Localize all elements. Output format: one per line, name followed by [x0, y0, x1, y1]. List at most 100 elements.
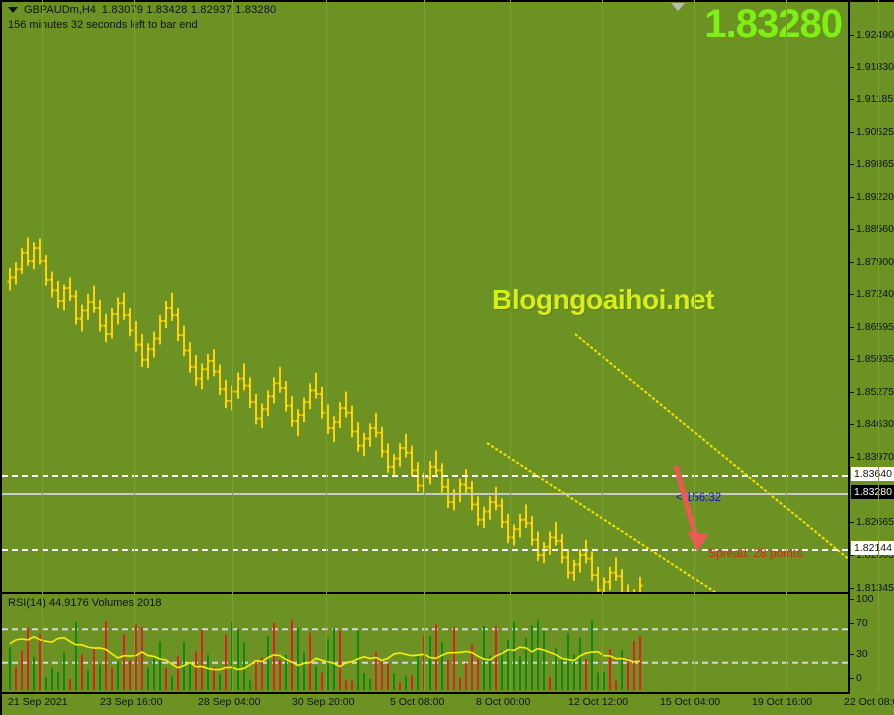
price-level-badge: 1.83280 — [851, 485, 894, 499]
ohlc-bar — [385, 443, 391, 473]
ohlc-bar — [547, 531, 553, 556]
price-tick: 1.83970 — [850, 451, 894, 463]
ohlc-bar — [331, 416, 337, 443]
price-tick-label: 1.89865 — [856, 158, 894, 170]
ohlc-bar — [13, 262, 19, 285]
ohlc-bar — [427, 460, 433, 485]
rsi-volume-subwindow[interactable] — [2, 594, 848, 692]
ohlc-bar — [565, 549, 571, 579]
time-gridline — [510, 0, 511, 692]
ohlc-bar — [439, 463, 445, 493]
ohlc-bar — [409, 445, 415, 477]
window-top-border — [0, 0, 894, 2]
site-watermark: Blogngoaihoi.net — [492, 284, 715, 315]
ohlc-bar — [259, 403, 265, 429]
symbol-label: GBPAUDm,H4 — [24, 4, 96, 16]
price-scale[interactable]: 1.92490 1.91830 1.91185 1.90525 1.89865 1.892… — [850, 0, 894, 594]
ohlc-bar — [169, 292, 175, 321]
price-tick-label: 1.82665 — [856, 516, 894, 528]
time-tick-label: 30 Sep 20:00 — [292, 696, 355, 708]
sell-arrow-icon — [673, 465, 708, 552]
time-gridline — [694, 0, 695, 692]
price-tick: 1.90525 — [850, 126, 894, 138]
ohlc-bar — [301, 397, 307, 423]
spread-annotation: Spread: 28 points. — [708, 546, 806, 560]
price-tick-label: 1.91185 — [856, 93, 894, 105]
time-tick-label: 28 Sep 04:00 — [198, 696, 261, 708]
ohlc-bar — [187, 342, 193, 373]
price-tick-label: 1.85275 — [856, 386, 894, 398]
ohlc-bar — [295, 409, 301, 437]
ohlc-bar — [139, 333, 145, 367]
ohlc-bar — [535, 531, 541, 561]
price-bars-svg — [7, 237, 848, 592]
ohlc-bar — [583, 539, 589, 564]
chart-top-marker-icon — [671, 3, 685, 11]
ohlc-bar — [511, 524, 517, 546]
time-tick-label: 22 Oct 08:00 — [844, 696, 894, 708]
ohlc-bar — [91, 285, 97, 313]
ohlc-bar — [613, 557, 619, 581]
price-tick-label: 1.90525 — [856, 126, 894, 138]
price-tick-label: 1.83970 — [856, 451, 894, 463]
ohlc-bar — [379, 426, 385, 458]
price-tick-label: 1.91830 — [856, 61, 894, 73]
ohlc-bar — [625, 584, 629, 592]
chevron-down-icon[interactable] — [8, 7, 18, 13]
rsi-scale-divider — [848, 594, 850, 694]
ohlc-bar — [79, 304, 85, 332]
price-tick-label: 1.84630 — [856, 418, 894, 430]
time-tick-label: 23 Sep 16:00 — [100, 696, 163, 708]
price-tick: 1.89865 — [850, 158, 894, 170]
ohlc-bar — [403, 433, 409, 458]
price-tick: 1.81345 — [850, 582, 894, 594]
ohlc-bar — [397, 443, 403, 467]
rsi-tick: 100 — [850, 593, 874, 605]
subwindow-bottom-border — [0, 692, 850, 694]
ohlc-bar — [639, 576, 643, 592]
ohlc-bar — [499, 498, 505, 528]
ohlc-bar — [175, 308, 181, 341]
ohlc-bar — [217, 364, 223, 396]
ohlc-bar — [307, 383, 313, 410]
ohlc-bar — [595, 566, 601, 592]
ohlc-bar — [25, 237, 31, 266]
current-price-display: 1.83280 — [704, 2, 843, 46]
price-plot-area[interactable] — [2, 24, 848, 592]
ohlc-bar — [343, 391, 349, 418]
ohlc-bar — [493, 486, 499, 511]
time-gridline — [786, 0, 787, 692]
ohlc-bar — [589, 551, 595, 581]
rsi-tick-label: 30 — [856, 648, 868, 660]
price-tick-label: 1.87900 — [856, 256, 894, 268]
time-gridline — [232, 0, 233, 692]
ohlc-bar — [373, 412, 379, 438]
rsi-line — [9, 635, 641, 671]
ohlc-bar — [619, 569, 625, 592]
ohlc-bar — [247, 377, 253, 409]
ohlc-bar — [433, 450, 439, 476]
ohlc-bar — [577, 549, 583, 573]
ohlc-bar — [43, 255, 49, 286]
time-gridline — [42, 0, 43, 692]
price-scale-divider — [848, 0, 850, 594]
price-tick: 1.87900 — [850, 256, 894, 268]
ohlc-bar — [199, 363, 205, 390]
ohlc-bar — [109, 308, 115, 339]
ohlc-bar — [529, 516, 535, 546]
time-gridline — [878, 0, 879, 692]
ohlc-bar — [31, 242, 37, 270]
price-tick: 1.89220 — [850, 191, 894, 203]
price-level-badge: 1.83640 — [851, 467, 894, 481]
price-tick-label: 1.87240 — [856, 288, 894, 300]
time-tick-label: 12 Oct 12:00 — [568, 696, 629, 708]
time-scale[interactable]: 21 Sep 2021 23 Sep 16:00 28 Sep 04:00 30 Se… — [0, 694, 894, 715]
ohlc-bar — [145, 343, 151, 369]
rsi-tick: 70 — [850, 617, 868, 629]
ohlc-bar — [127, 308, 133, 337]
price-tick-label: 1.89220 — [856, 191, 894, 203]
time-gridline — [326, 0, 327, 692]
trend-channel-line — [486, 442, 717, 592]
rsi-volume-svg — [2, 620, 848, 690]
price-tick: 1.91830 — [850, 61, 894, 73]
